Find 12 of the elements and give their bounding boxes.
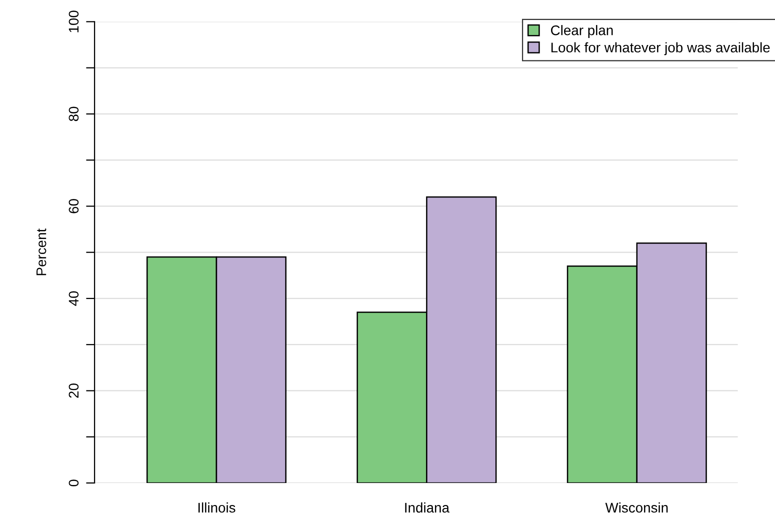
legend-label: Look for whatever job was available [551, 42, 770, 56]
y-axis-title: Percent [36, 228, 46, 276]
y-tick-label: 60 [68, 199, 79, 214]
legend-label: Clear plan [551, 25, 613, 38]
y-tick-label: 20 [68, 384, 79, 398]
x-tick-label: Wisconsin [605, 502, 668, 513]
y-tick-label: 100 [68, 10, 79, 32]
x-tick-label: Illinois [198, 502, 236, 513]
y-tick-label: 0 [68, 480, 79, 486]
y-tick-label: 40 [68, 291, 79, 306]
y-tick-label: 80 [68, 106, 79, 122]
x-tick-label: Indiana [405, 502, 450, 513]
